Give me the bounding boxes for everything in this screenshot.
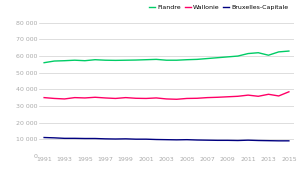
Flandre xyxy=(287,50,291,52)
Bruxelles-Capitale xyxy=(256,139,260,142)
Flandre xyxy=(246,52,250,55)
Flandre xyxy=(103,59,107,61)
Bruxelles-Capitale xyxy=(63,137,66,139)
Bruxelles-Capitale xyxy=(154,138,158,141)
Flandre xyxy=(195,58,199,60)
Flandre xyxy=(236,55,240,57)
Wallonie xyxy=(73,97,76,99)
Bruxelles-Capitale xyxy=(83,137,87,140)
Flandre xyxy=(175,59,178,61)
Wallonie xyxy=(93,96,97,98)
Flandre xyxy=(63,60,66,62)
Flandre xyxy=(114,59,117,62)
Bruxelles-Capitale xyxy=(134,138,138,140)
Bruxelles-Capitale xyxy=(246,139,250,141)
Flandre xyxy=(93,59,97,61)
Wallonie xyxy=(226,96,230,98)
Bruxelles-Capitale xyxy=(267,139,270,142)
Bruxelles-Capitale xyxy=(206,139,209,141)
Legend: Flandre, Wallonie, Bruxelles-Capitale: Flandre, Wallonie, Bruxelles-Capitale xyxy=(147,2,291,12)
Bruxelles-Capitale xyxy=(195,139,199,141)
Line: Bruxelles-Capitale: Bruxelles-Capitale xyxy=(44,138,289,141)
Wallonie xyxy=(42,97,46,99)
Bruxelles-Capitale xyxy=(175,139,178,141)
Flandre xyxy=(83,60,87,62)
Wallonie xyxy=(114,97,117,100)
Wallonie xyxy=(236,95,240,97)
Bruxelles-Capitale xyxy=(226,139,230,142)
Wallonie xyxy=(134,97,138,99)
Flandre xyxy=(144,59,148,61)
Bruxelles-Capitale xyxy=(236,139,240,142)
Flandre xyxy=(185,59,189,61)
Flandre xyxy=(154,58,158,60)
Flandre xyxy=(226,56,230,58)
Wallonie xyxy=(63,98,66,100)
Bruxelles-Capitale xyxy=(114,138,117,140)
Flandre xyxy=(165,59,168,61)
Wallonie xyxy=(256,95,260,97)
Wallonie xyxy=(175,98,178,100)
Flandre xyxy=(134,59,138,61)
Wallonie xyxy=(165,98,168,100)
Bruxelles-Capitale xyxy=(124,138,128,140)
Bruxelles-Capitale xyxy=(73,137,76,139)
Wallonie xyxy=(185,97,189,100)
Flandre xyxy=(73,59,76,61)
Wallonie xyxy=(124,97,128,99)
Wallonie xyxy=(206,97,209,99)
Bruxelles-Capitale xyxy=(52,137,56,139)
Line: Wallonie: Wallonie xyxy=(44,92,289,99)
Wallonie xyxy=(144,97,148,100)
Wallonie xyxy=(287,91,291,93)
Wallonie xyxy=(267,93,270,95)
Wallonie xyxy=(103,97,107,99)
Line: Flandre: Flandre xyxy=(44,51,289,63)
Flandre xyxy=(124,59,128,61)
Wallonie xyxy=(154,97,158,99)
Flandre xyxy=(277,51,281,53)
Wallonie xyxy=(216,96,219,98)
Bruxelles-Capitale xyxy=(103,138,107,140)
Bruxelles-Capitale xyxy=(277,140,281,142)
Flandre xyxy=(42,62,46,64)
Bruxelles-Capitale xyxy=(216,139,219,142)
Wallonie xyxy=(83,97,87,99)
Bruxelles-Capitale xyxy=(93,137,97,140)
Bruxelles-Capitale xyxy=(287,140,291,142)
Wallonie xyxy=(277,95,281,97)
Flandre xyxy=(216,57,219,59)
Wallonie xyxy=(195,97,199,99)
Flandre xyxy=(267,54,270,56)
Bruxelles-Capitale xyxy=(185,139,189,141)
Bruxelles-Capitale xyxy=(165,139,168,141)
Bruxelles-Capitale xyxy=(42,136,46,139)
Wallonie xyxy=(246,94,250,96)
Wallonie xyxy=(52,97,56,100)
Flandre xyxy=(52,60,56,62)
Bruxelles-Capitale xyxy=(144,138,148,140)
Flandre xyxy=(206,57,209,60)
Flandre xyxy=(256,52,260,54)
